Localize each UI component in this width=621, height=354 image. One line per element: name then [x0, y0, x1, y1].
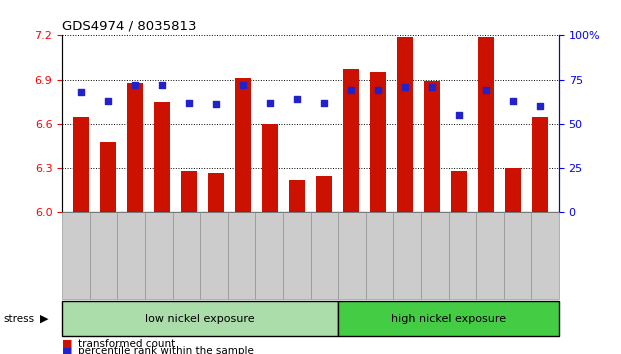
- Bar: [451, 171, 467, 212]
- Bar: [127, 82, 143, 212]
- Bar: [235, 78, 251, 212]
- Text: GDS4974 / 8035813: GDS4974 / 8035813: [62, 19, 197, 33]
- Bar: [262, 124, 278, 212]
- Text: stress: stress: [3, 314, 34, 324]
- Bar: [73, 116, 89, 212]
- Point: [454, 112, 464, 118]
- Text: ▶: ▶: [40, 314, 49, 324]
- Bar: [343, 69, 359, 212]
- Point: [319, 100, 329, 105]
- Point: [535, 103, 545, 109]
- Point: [481, 87, 491, 93]
- Bar: [181, 171, 197, 212]
- Point: [76, 89, 86, 95]
- Bar: [478, 37, 494, 212]
- Text: ■: ■: [62, 339, 73, 349]
- Point: [211, 102, 221, 107]
- Point: [130, 82, 140, 88]
- Bar: [208, 173, 224, 212]
- Point: [157, 82, 167, 88]
- Point: [103, 98, 113, 104]
- Text: percentile rank within the sample: percentile rank within the sample: [78, 346, 253, 354]
- Bar: [154, 102, 170, 212]
- Text: transformed count: transformed count: [78, 339, 175, 349]
- Bar: [424, 81, 440, 212]
- Text: high nickel exposure: high nickel exposure: [391, 314, 506, 324]
- Text: low nickel exposure: low nickel exposure: [145, 314, 255, 324]
- Point: [373, 87, 383, 93]
- Point: [292, 96, 302, 102]
- Point: [184, 100, 194, 105]
- Bar: [532, 116, 548, 212]
- Text: ■: ■: [62, 346, 73, 354]
- Bar: [100, 142, 116, 212]
- Point: [508, 98, 518, 104]
- Bar: [289, 180, 305, 212]
- Bar: [505, 168, 521, 212]
- Point: [346, 87, 356, 93]
- Point: [265, 100, 275, 105]
- Point: [238, 82, 248, 88]
- Point: [400, 84, 410, 90]
- Bar: [370, 72, 386, 212]
- Point: [427, 84, 437, 90]
- Bar: [397, 37, 413, 212]
- Bar: [316, 176, 332, 212]
